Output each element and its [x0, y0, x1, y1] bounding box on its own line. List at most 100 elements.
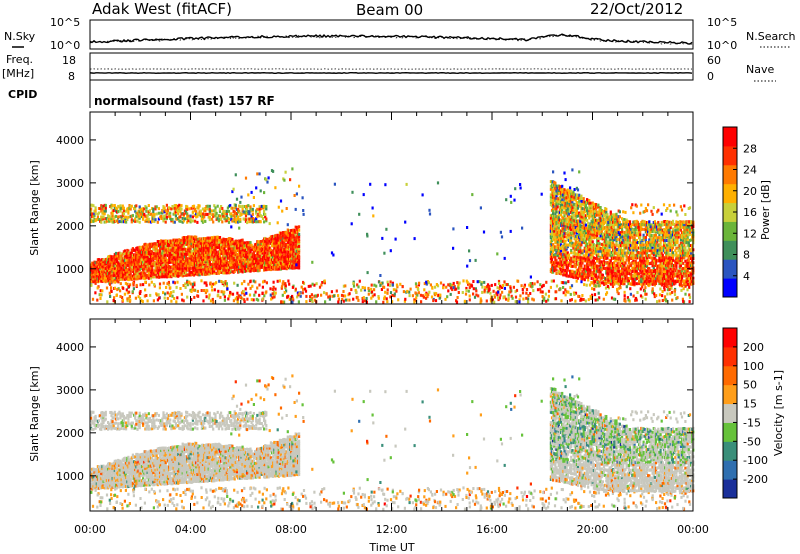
power-cell: [122, 212, 125, 216]
power-cell: [294, 266, 297, 269]
power-cell: [561, 281, 564, 285]
power-cell: [225, 214, 228, 218]
power-cell: [260, 256, 263, 260]
power-cell: [249, 205, 252, 209]
power-cell: [156, 254, 159, 258]
power-cell: [213, 250, 216, 254]
power-cell: [172, 290, 175, 294]
power-cell: [597, 236, 600, 240]
power-cell: [251, 262, 254, 266]
power-cell: [193, 283, 196, 287]
power-cell: [280, 285, 284, 289]
power-cell: [204, 258, 207, 262]
power-cell: [545, 299, 548, 303]
power-cell: [193, 288, 196, 292]
power-cell: [623, 290, 626, 294]
power-cell: [110, 217, 113, 220]
power-cell: [223, 215, 226, 219]
power-cell: [195, 235, 198, 239]
power-cell: [128, 271, 131, 274]
power-cell: [298, 258, 301, 262]
power-cell: [154, 252, 157, 256]
power-cell: [223, 298, 226, 302]
power-cell: [151, 219, 154, 223]
power-cell: [139, 260, 142, 264]
power-cell: [172, 249, 175, 252]
power-cell: [126, 268, 129, 272]
power-cell: [264, 215, 267, 219]
power-cell: [230, 244, 233, 248]
power-cell: [564, 281, 568, 285]
power-cell: [235, 265, 239, 269]
power-cell: [183, 266, 186, 270]
power-cell: [165, 203, 168, 207]
power-cell: [298, 263, 301, 267]
power-cell: [187, 268, 190, 272]
power-cell: [283, 231, 286, 235]
power-cell: [147, 204, 150, 207]
power-cell: [265, 237, 268, 241]
power-cell: [113, 296, 116, 300]
power-cell: [241, 297, 244, 301]
power-cell: [247, 241, 250, 245]
power-cell: [408, 294, 411, 298]
power-cell: [178, 255, 181, 259]
power-cell: [205, 239, 208, 243]
noise-right-tick-bottom: 10^0: [707, 39, 737, 52]
power-cell: [172, 238, 175, 242]
power-cell: [216, 235, 219, 239]
power-cell: [328, 295, 331, 299]
power-cell: [267, 244, 270, 248]
power-cell: [187, 264, 190, 267]
power-cell: [148, 209, 151, 213]
power-cell: [248, 293, 252, 297]
power-cell: [142, 215, 145, 219]
power-cell: [586, 262, 589, 266]
power-cell: [190, 298, 193, 301]
power-cell: [230, 260, 233, 264]
power-cell: [614, 297, 617, 301]
power-cell: [138, 215, 141, 219]
power-cell: [120, 257, 123, 261]
power-cell: [130, 254, 133, 258]
power-cell: [135, 256, 138, 260]
power-cell: [434, 285, 437, 289]
power-cell: [138, 220, 141, 224]
power-cell: [221, 215, 224, 219]
power-cell: [544, 292, 547, 296]
power-cell: [268, 249, 271, 253]
power-cell: [173, 246, 176, 250]
power-cell: [189, 266, 192, 270]
power-cell: [163, 206, 166, 210]
power-cell: [250, 262, 253, 266]
power-cell: [486, 285, 489, 289]
power-cell: [213, 282, 216, 286]
power-cell: [228, 294, 231, 298]
power-cell: [246, 207, 249, 211]
power-cell: [239, 253, 242, 257]
power-cell: [264, 213, 267, 216]
power-cell: [162, 291, 165, 295]
power-cell: [562, 250, 565, 254]
power-cell: [169, 274, 172, 278]
power-cell: [256, 215, 259, 219]
power-cell: [164, 239, 167, 243]
power-cell: [229, 290, 232, 294]
power-cell: [180, 273, 183, 277]
power-cell: [272, 234, 275, 238]
power-cell: [143, 294, 146, 298]
power-cell: [242, 244, 245, 248]
power-cell: [302, 287, 305, 291]
power-cell: [132, 287, 135, 291]
power-cell: [257, 212, 260, 216]
power-cell: [208, 272, 211, 276]
power-cell: [594, 284, 597, 288]
power-cell: [387, 283, 390, 287]
power-cell: [105, 265, 108, 269]
power-cell: [290, 264, 293, 268]
power-cell: [236, 300, 239, 304]
power-cell: [449, 292, 452, 296]
power-cell: [298, 244, 301, 248]
power-cell: [574, 299, 577, 303]
power-cell: [220, 262, 223, 266]
